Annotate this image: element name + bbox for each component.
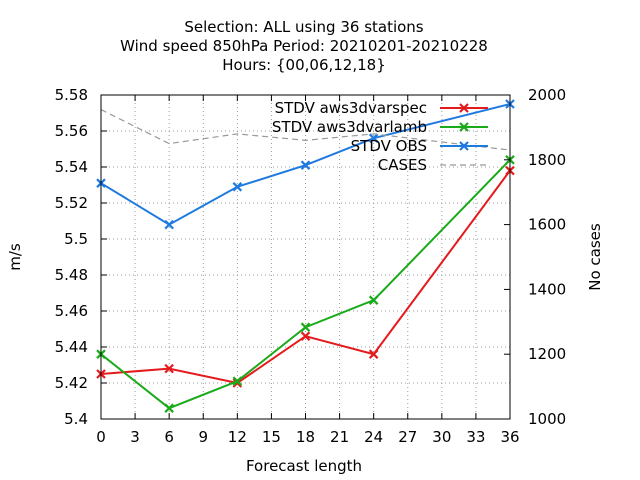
y-axis-label: m/s — [6, 243, 24, 271]
y2-axis-label: No cases — [586, 223, 604, 291]
x-axis-ticks: 0 3 6 9 12 15 18 21 24 27 30 33 36 — [96, 95, 520, 446]
legend-label: STDV aws3dvarlamb — [272, 118, 427, 136]
data-point-stdv-aws3dvarlamb — [368, 295, 379, 305]
marker-stroke — [164, 403, 174, 413]
data-point-stdv-aws3dvarlamb — [300, 322, 311, 332]
data-point-stdv-aws3dvarspec — [164, 363, 174, 374]
series-line-cases — [100, 109, 511, 151]
grid — [101, 95, 510, 419]
y2-tick-label: 1200 — [528, 345, 566, 363]
data-point-stdv-obs — [164, 219, 174, 230]
x-tick-label: 24 — [364, 428, 383, 446]
chart-title: Selection: ALL using 36 stations Wind sp… — [120, 18, 488, 74]
marker-stroke — [232, 182, 243, 192]
title-line-2: Wind speed 850hPa Period: 20210201-20210… — [120, 37, 488, 55]
y2-tick-label: 1000 — [528, 410, 566, 428]
y-tick-label: 5.42 — [55, 374, 88, 392]
marker-stroke — [300, 160, 311, 170]
x-tick-label: 18 — [296, 428, 315, 446]
y-tick-label: 5.46 — [55, 302, 88, 320]
legend-label: STDV aws3dvarspec — [275, 99, 427, 117]
y-tick-label: 5.54 — [55, 158, 88, 176]
title-line-3: Hours: {00,06,12,18} — [222, 56, 386, 74]
x-tick-label: 36 — [500, 428, 519, 446]
x-axis-label: Forecast length — [246, 457, 362, 475]
y-tick-label: 5.44 — [55, 338, 88, 356]
series-line-stdv-aws3dvarspec — [100, 170, 511, 385]
data-point-stdv-aws3dvarlamb — [164, 403, 174, 413]
y2-tick-label: 1600 — [528, 216, 566, 234]
x-tick-label: 6 — [164, 428, 174, 446]
x-tick-label: 33 — [466, 428, 485, 446]
marker-stroke — [232, 376, 243, 386]
marker-stroke — [300, 331, 311, 341]
y2-tick-label: 1800 — [528, 151, 566, 169]
x-tick-label: 27 — [398, 428, 417, 446]
y-axis-ticks: 5.4 5.42 5.44 5.46 5.48 5.5 5.52 5.54 5.56 5.58 — [55, 86, 107, 428]
y-tick-label: 5.52 — [55, 194, 88, 212]
y2-tick-label: 1400 — [528, 280, 566, 298]
y-tick-label: 5.4 — [64, 410, 88, 428]
legend-label: CASES — [378, 156, 427, 174]
marker-stroke — [300, 322, 311, 332]
y-tick-label: 5.56 — [55, 122, 88, 140]
data-point-stdv-obs — [368, 133, 379, 143]
series-layer — [96, 99, 515, 413]
data-point-stdv-aws3dvarspec — [300, 331, 311, 341]
data-point-stdv-aws3dvarlamb — [232, 376, 243, 386]
marker-stroke — [164, 363, 174, 374]
x-tick-label: 12 — [228, 428, 247, 446]
series-line-stdv-aws3dvarlamb — [100, 159, 511, 410]
y-tick-label: 5.48 — [55, 266, 88, 284]
data-point-stdv-aws3dvarspec — [368, 349, 379, 359]
data-point-stdv-obs — [232, 182, 243, 192]
data-point-stdv-obs — [300, 160, 311, 170]
x-tick-label: 30 — [432, 428, 451, 446]
legend-marker — [459, 103, 469, 113]
marker-stroke — [368, 133, 379, 143]
x-tick-label: 3 — [130, 428, 140, 446]
x-tick-label: 0 — [96, 428, 106, 446]
y-tick-label: 5.58 — [55, 86, 88, 104]
marker-stroke — [368, 349, 379, 359]
y2-axis-ticks: 1000 1200 1400 1600 1800 2000 — [504, 86, 566, 428]
y-tick-label: 5.5 — [64, 230, 88, 248]
series-line-stdv-obs — [100, 103, 511, 226]
legend-marker — [459, 122, 469, 132]
legend-marker — [459, 141, 469, 151]
marker-stroke — [164, 219, 174, 230]
legend-label: STDV OBS — [351, 137, 427, 155]
title-line-1: Selection: ALL using 36 stations — [184, 18, 423, 36]
x-tick-label: 15 — [262, 428, 281, 446]
x-tick-label: 21 — [330, 428, 349, 446]
x-tick-label: 9 — [198, 428, 208, 446]
marker-stroke — [368, 295, 379, 305]
y2-tick-label: 2000 — [528, 86, 566, 104]
